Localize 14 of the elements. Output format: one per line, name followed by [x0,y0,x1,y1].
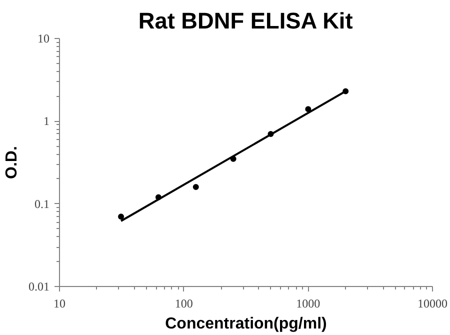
x-tick-label: 1000 [296,296,320,310]
point [118,214,124,220]
chart-title: Rat BDNF ELISA Kit [138,8,354,34]
y-tick-label: 0.01 [28,280,50,294]
point [192,184,199,190]
x-tick-label: 10 [54,296,66,310]
y-tick-label: 1 [44,114,50,128]
y-axis-title: O.D. [4,146,20,179]
x-tick-label: 100 [174,296,193,310]
x-tick-label: 10000 [418,296,448,310]
x-axis-title: Concentration(pg/ml) [165,316,327,332]
point [305,106,312,112]
y-tick-label: 10 [38,32,50,46]
y-tick-label: 0.1 [34,196,50,211]
